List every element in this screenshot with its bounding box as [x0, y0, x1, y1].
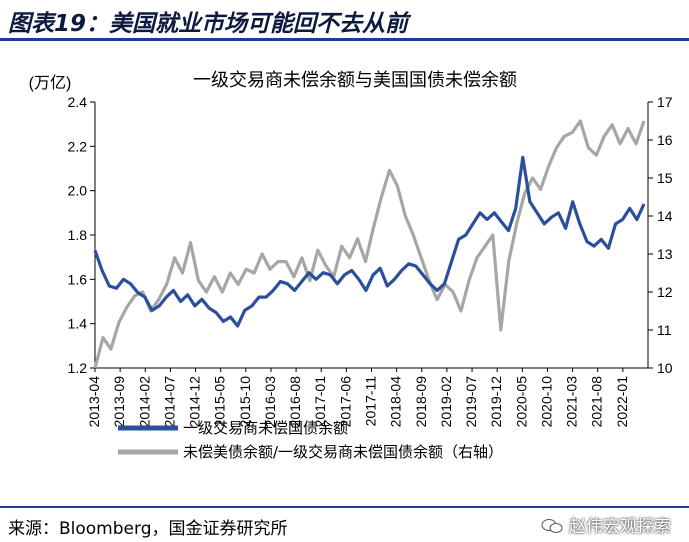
y-left-tick-label: 2.4 — [68, 94, 88, 110]
x-tick-label: 2014-02 — [136, 376, 152, 428]
watermark-text: 赵伟宏观探索 — [569, 517, 671, 537]
y-left-tick-label: 1.4 — [68, 316, 88, 332]
x-tick-label: 2021-08 — [589, 376, 605, 428]
y-right-tick-label: 11 — [657, 322, 672, 338]
x-tick-label: 2018-09 — [413, 376, 429, 428]
y-right-tick-label: 13 — [657, 246, 673, 262]
x-tick-label: 2014-12 — [187, 376, 203, 428]
line-chart: 一级交易商未偿余额与美国国债未偿余额 (万亿) 1.2 1.4 1.6 1.8 2.0 2… — [29, 70, 673, 461]
axes: 1.2 1.4 1.6 1.8 2.0 2.2 2.4 10 11 12 13 14 15 16 17 201… — [68, 94, 673, 427]
y-right-tick-label: 12 — [657, 284, 673, 300]
x-tick-label: 2013-09 — [111, 376, 127, 428]
x-tick-label: 2016-03 — [262, 376, 278, 428]
legend-label-2: 未偿美债余额/一级交易商未偿国债余额（右轴） — [183, 443, 503, 461]
x-tick-label: 2015-10 — [237, 376, 253, 428]
legend-label-1: 一级交易商未偿国债余额 — [183, 419, 348, 437]
series-line-2 — [93, 119, 646, 369]
x-tick-label: 2017-01 — [312, 376, 328, 428]
legend: 一级交易商未偿国债余额 未偿美债余额/一级交易商未偿国债余额（右轴） — [118, 419, 503, 461]
figure-title: 图表19：美国就业市场可能回不去从前 — [8, 11, 409, 37]
x-tick-label: 2019-07 — [463, 376, 479, 428]
watermark: 赵伟宏观探索 — [541, 512, 671, 537]
figure-header: 图表19：美国就业市场可能回不去从前 — [0, 0, 689, 41]
series-line-1 — [93, 155, 646, 328]
y-left-tick-label: 1.6 — [68, 271, 88, 287]
figure-footer: 来源：Bloomberg，国金证券研究所 赵伟宏观探索 — [0, 506, 689, 542]
y-left-tick-label: 1.2 — [68, 360, 88, 376]
y-right-tick-label: 15 — [657, 170, 673, 186]
y-right-tick-label: 14 — [657, 208, 673, 224]
x-tick-label: 2019-12 — [488, 376, 504, 428]
x-tick-label: 2013-04 — [86, 376, 102, 428]
y-left-tick-label: 2.0 — [68, 183, 88, 199]
x-tick-label: 2020-10 — [538, 376, 554, 428]
x-tick-label: 2019-02 — [438, 376, 454, 428]
x-tick-label: 2020-05 — [513, 376, 529, 428]
y-axis-label: (万亿) — [29, 74, 72, 92]
y-right-tick-label: 16 — [657, 132, 673, 148]
x-tick-label: 2015-05 — [212, 376, 228, 428]
y-left-tick-label: 1.8 — [68, 227, 88, 243]
source-note: 来源：Bloomberg，国金证券研究所 — [8, 519, 288, 539]
x-tick-label: 2017-06 — [337, 376, 353, 428]
x-tick-label: 2016-08 — [287, 376, 303, 428]
y-right-tick-label: 10 — [657, 360, 673, 376]
y-left-tick-label: 2.2 — [68, 138, 88, 154]
wechat-icon — [541, 519, 563, 533]
chart-title: 一级交易商未偿余额与美国国债未偿余额 — [193, 70, 517, 91]
x-tick-label: 2014-07 — [161, 376, 177, 428]
x-tick-label: 2021-03 — [564, 376, 580, 428]
x-tick-label: 2022-01 — [614, 376, 630, 428]
x-tick-label: 2017-11 — [363, 376, 379, 427]
y-right-tick-label: 17 — [657, 94, 673, 110]
series-layer — [93, 119, 646, 369]
x-tick-label: 2018-04 — [388, 376, 404, 428]
